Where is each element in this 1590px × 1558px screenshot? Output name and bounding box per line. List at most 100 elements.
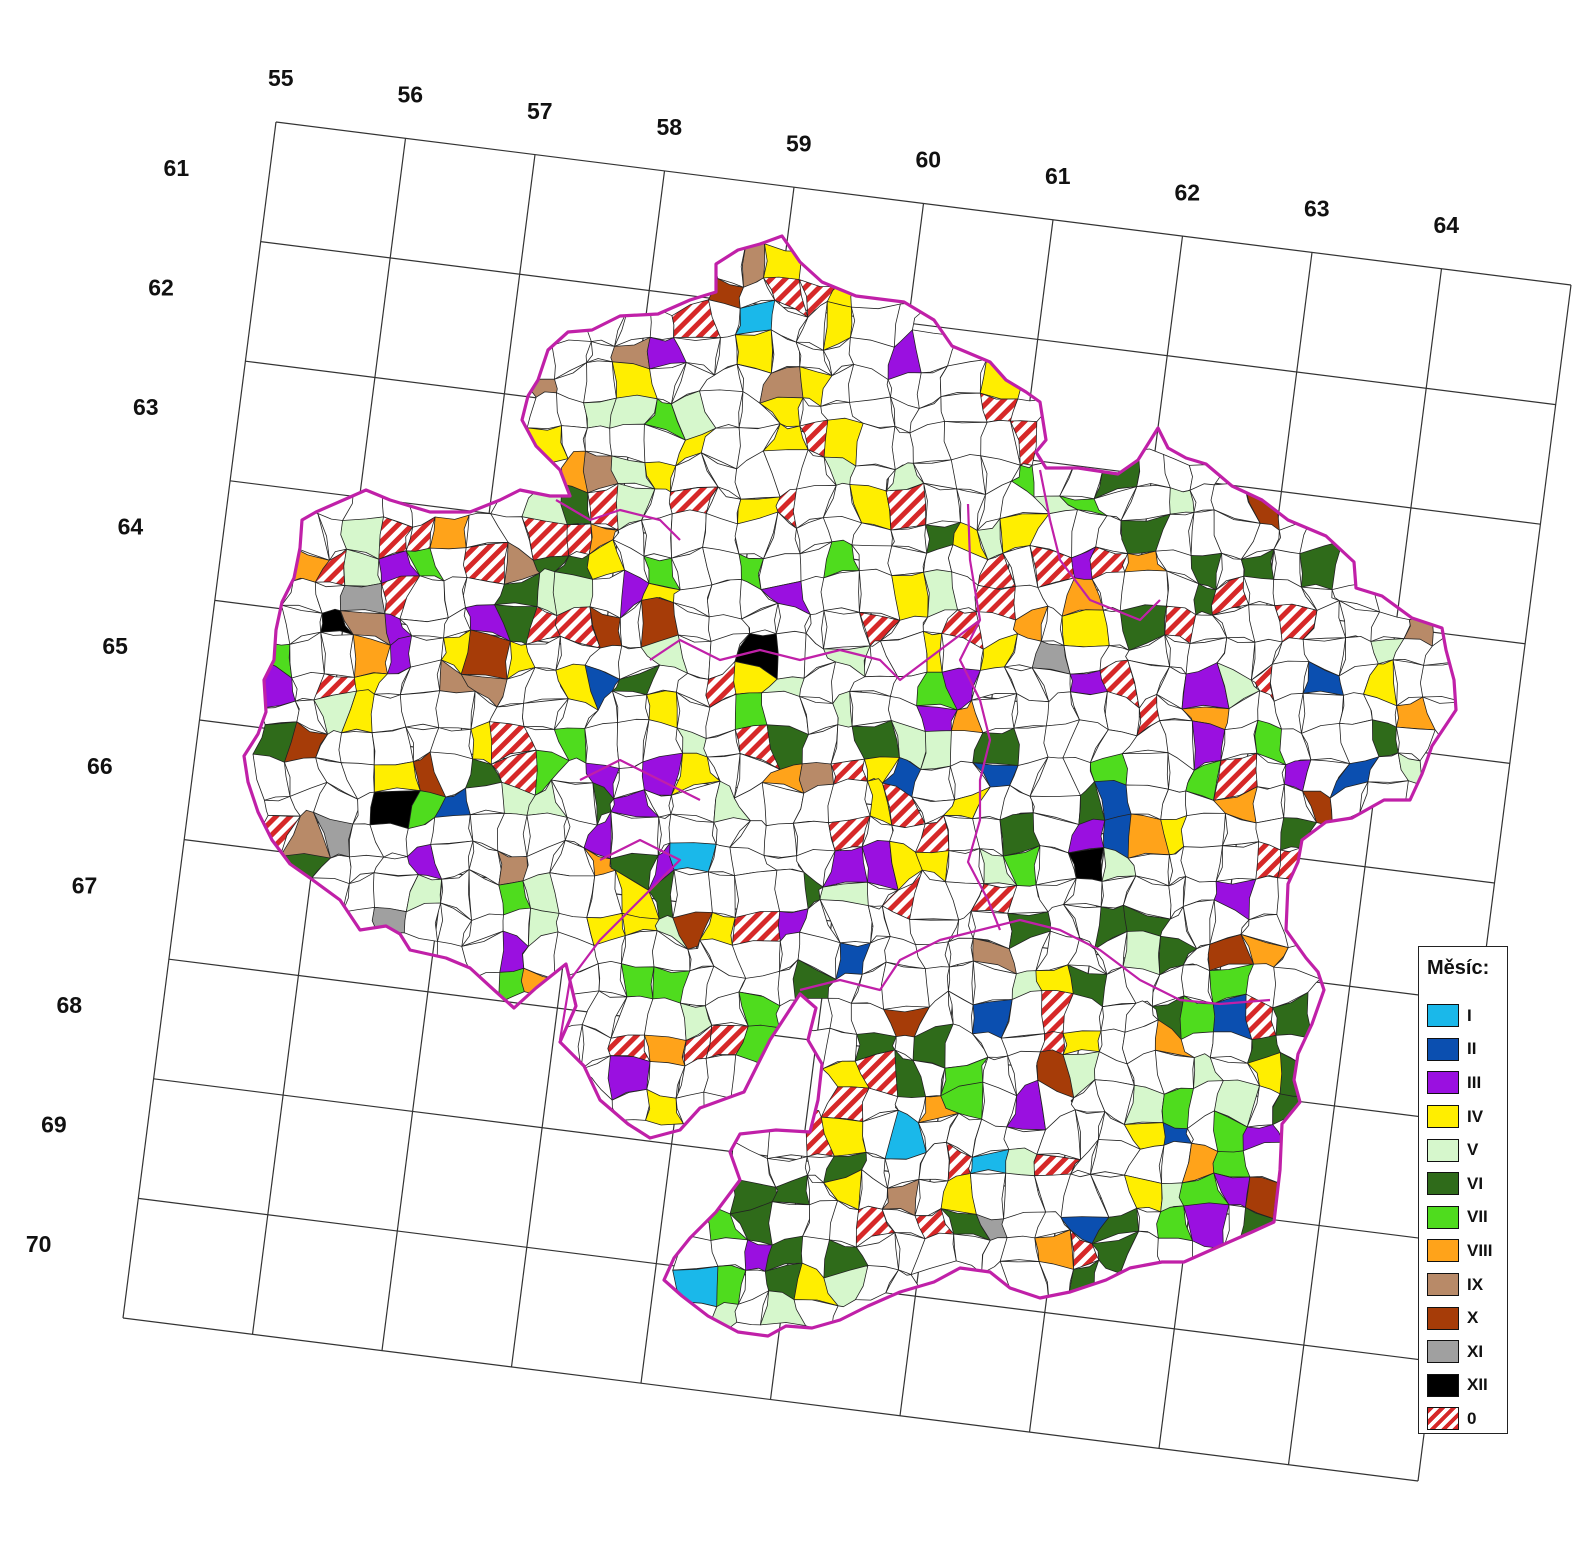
column-label: 61 (1045, 163, 1071, 189)
legend-swatch (1427, 1407, 1459, 1431)
legend-label: II (1467, 1039, 1477, 1059)
column-labels: 55 56 57 58 59 60 61 62 63 64 (268, 65, 1459, 238)
district (940, 392, 988, 423)
district (1157, 1237, 1195, 1276)
row-label: 68 (56, 992, 82, 1018)
grid-line-horizontal (275, 121, 1572, 286)
district (707, 579, 743, 620)
district (583, 360, 617, 404)
column-label: 58 (656, 114, 682, 140)
subregion-border (579, 758, 701, 801)
legend-label: IX (1467, 1274, 1484, 1294)
legend-item: V (1427, 1133, 1493, 1167)
legend-label: X (1467, 1308, 1479, 1328)
district (644, 997, 687, 1042)
district (1121, 752, 1169, 790)
district-cells (252, 239, 1456, 1336)
legend-swatch (1427, 1138, 1459, 1162)
district (820, 570, 860, 613)
legend-swatch (1427, 1172, 1459, 1196)
legend-swatch (1427, 1105, 1459, 1129)
district (566, 523, 593, 557)
legend-swatch (1427, 1340, 1459, 1364)
legend-label: 0 (1467, 1408, 1477, 1428)
legend-item: XI (1427, 1335, 1493, 1369)
legend-item: VI (1427, 1167, 1493, 1201)
legend-swatch (1427, 1037, 1459, 1061)
column-label: 55 (268, 65, 294, 91)
legend-swatch (1427, 1373, 1459, 1397)
legend-item: VII (1427, 1201, 1493, 1235)
district (950, 454, 986, 495)
district (371, 726, 414, 766)
column-label: 57 (527, 98, 553, 124)
legend-label: I (1467, 1005, 1472, 1025)
district (1359, 780, 1409, 825)
district (435, 690, 476, 730)
row-label: 69 (41, 1112, 67, 1138)
district (920, 730, 956, 770)
district (734, 869, 781, 918)
district (621, 963, 655, 1000)
legend-label: VII (1467, 1207, 1488, 1227)
district (827, 778, 871, 824)
district (399, 690, 442, 728)
column-label: 64 (1433, 212, 1459, 238)
district (373, 761, 421, 793)
legend-swatch (1427, 1071, 1459, 1095)
legend-label: XII (1467, 1375, 1488, 1395)
district (429, 514, 470, 551)
legend-item: II (1427, 1033, 1493, 1067)
district (465, 781, 506, 816)
row-label: 61 (164, 155, 190, 181)
row-label: 67 (72, 872, 98, 898)
column-label: 63 (1304, 196, 1330, 222)
subregion-border (558, 838, 682, 1041)
row-labels: 61 62 63 64 65 66 67 68 69 70 (26, 155, 189, 1257)
legend-label: VI (1467, 1173, 1484, 1193)
district (1252, 783, 1285, 824)
row-label: 70 (26, 1231, 52, 1257)
legend-swatch (1427, 1306, 1459, 1330)
district (849, 690, 892, 727)
column-label: 60 (915, 147, 941, 173)
legend-item: X (1427, 1301, 1493, 1335)
legend-swatch (1427, 1239, 1459, 1263)
district (644, 461, 677, 493)
district (584, 425, 613, 457)
subregion-border (799, 918, 1271, 1006)
legend-swatch (1427, 1205, 1459, 1229)
legend-list: I II III IV V VI VII VIII IX X XI XII 0 (1427, 999, 1493, 1436)
row-label: 66 (87, 753, 113, 779)
district (923, 482, 961, 526)
district (430, 814, 474, 845)
district (1061, 609, 1110, 648)
district (1299, 540, 1344, 590)
legend-swatch (1427, 1273, 1459, 1297)
district (885, 482, 927, 531)
district (1370, 611, 1411, 642)
legend: Měsíc: I II III IV V VI VII VIII IX X XI XII 0 (1418, 946, 1508, 1434)
legend-item: IV (1427, 1100, 1493, 1134)
district (703, 1054, 737, 1099)
district (1215, 841, 1262, 882)
legend-label: IV (1467, 1106, 1484, 1126)
subregion-border (555, 499, 681, 541)
district (342, 480, 384, 521)
district (1005, 1147, 1039, 1178)
district (584, 722, 620, 769)
subregion-border (1038, 469, 1161, 622)
district (1062, 1030, 1102, 1055)
row-label: 63 (133, 394, 159, 420)
legend-label: VIII (1467, 1240, 1493, 1260)
district (763, 822, 798, 858)
column-label: 56 (397, 81, 423, 107)
district-layer (252, 239, 1456, 1336)
column-label: 59 (786, 130, 812, 156)
row-label: 64 (118, 514, 144, 540)
district (1243, 575, 1276, 606)
district (672, 869, 713, 919)
legend-item: IX (1427, 1268, 1493, 1302)
legend-swatch (1427, 1004, 1459, 1028)
district (707, 1302, 739, 1336)
